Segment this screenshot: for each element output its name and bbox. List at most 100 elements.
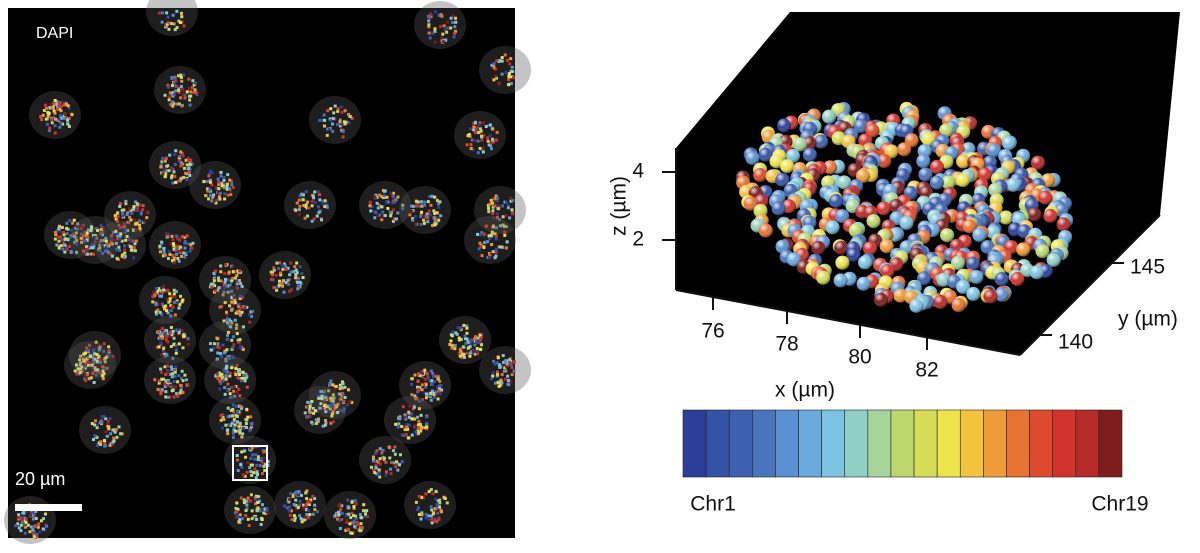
locus — [445, 20, 449, 24]
locus — [505, 58, 509, 62]
locus — [232, 410, 236, 414]
locus — [504, 213, 508, 217]
locus — [85, 231, 89, 235]
locus — [98, 358, 102, 362]
sphere-shade — [1006, 177, 1021, 192]
colorbar-start-label: Chr1 — [690, 493, 736, 516]
locus — [327, 389, 331, 393]
locus — [226, 355, 230, 359]
locus — [172, 153, 176, 157]
locus — [170, 234, 174, 238]
locus — [509, 57, 513, 61]
locus — [184, 378, 188, 382]
locus — [105, 248, 109, 252]
locus — [103, 444, 107, 448]
locus — [51, 106, 55, 110]
locus — [495, 76, 499, 80]
locus — [172, 247, 176, 251]
locus — [212, 199, 216, 203]
locus — [440, 388, 444, 392]
locus — [67, 116, 71, 120]
locus — [292, 514, 296, 518]
locus — [240, 310, 244, 314]
locus — [507, 75, 511, 79]
locus — [162, 377, 166, 381]
locus — [425, 372, 429, 376]
locus — [177, 159, 181, 163]
locus — [179, 161, 183, 165]
locus — [53, 124, 57, 128]
locus — [168, 153, 172, 157]
locus — [322, 404, 326, 408]
locus — [49, 116, 53, 120]
sphere-shade — [1017, 224, 1032, 239]
sphere-shade — [909, 298, 924, 313]
nucleus-glow — [144, 316, 196, 364]
locus — [116, 215, 120, 219]
locus — [507, 383, 511, 387]
locus — [73, 369, 77, 373]
locus — [90, 363, 94, 367]
locus — [450, 346, 454, 350]
locus — [301, 193, 305, 197]
nucleus-glow — [104, 191, 156, 239]
locus — [347, 121, 351, 125]
locus — [97, 354, 101, 358]
locus — [232, 436, 236, 440]
locus — [177, 88, 181, 92]
locus — [348, 400, 352, 404]
locus — [502, 369, 506, 373]
sphere-shade — [771, 201, 786, 216]
locus — [511, 70, 515, 74]
locus — [424, 516, 428, 520]
locus — [183, 246, 187, 250]
locus — [411, 218, 415, 222]
locus — [255, 463, 259, 467]
locus — [425, 427, 429, 431]
locus — [223, 280, 227, 284]
locus — [313, 409, 317, 413]
locus — [376, 473, 380, 477]
locus — [235, 501, 239, 505]
locus — [164, 395, 168, 399]
locus — [295, 201, 299, 205]
locus — [493, 196, 497, 200]
locus — [254, 498, 258, 502]
sphere-shade — [835, 255, 850, 270]
locus — [245, 407, 249, 411]
locus — [162, 349, 166, 353]
locus — [396, 425, 400, 429]
locus — [59, 109, 63, 113]
locus — [62, 230, 66, 234]
locus — [41, 527, 45, 531]
locus — [133, 209, 137, 213]
locus — [414, 199, 418, 203]
locus — [179, 11, 183, 15]
locus — [182, 251, 186, 255]
locus — [491, 250, 495, 254]
locus — [39, 519, 43, 523]
locus — [405, 423, 409, 427]
locus — [499, 383, 503, 387]
locus — [226, 173, 230, 177]
locus — [208, 188, 212, 192]
locus — [108, 353, 112, 357]
locus — [488, 123, 492, 127]
locus — [439, 383, 443, 387]
locus — [416, 390, 420, 394]
locus — [386, 200, 390, 204]
locus — [169, 309, 173, 313]
locus — [219, 170, 223, 174]
locus — [338, 120, 342, 124]
locus — [332, 111, 336, 115]
locus — [400, 433, 404, 437]
sphere-shade — [965, 256, 980, 271]
locus — [435, 503, 439, 507]
locus — [212, 274, 216, 278]
locus — [439, 508, 443, 512]
locus — [391, 219, 395, 223]
locus — [216, 177, 220, 181]
locus — [167, 98, 171, 102]
locus — [237, 279, 241, 283]
locus — [282, 262, 286, 266]
